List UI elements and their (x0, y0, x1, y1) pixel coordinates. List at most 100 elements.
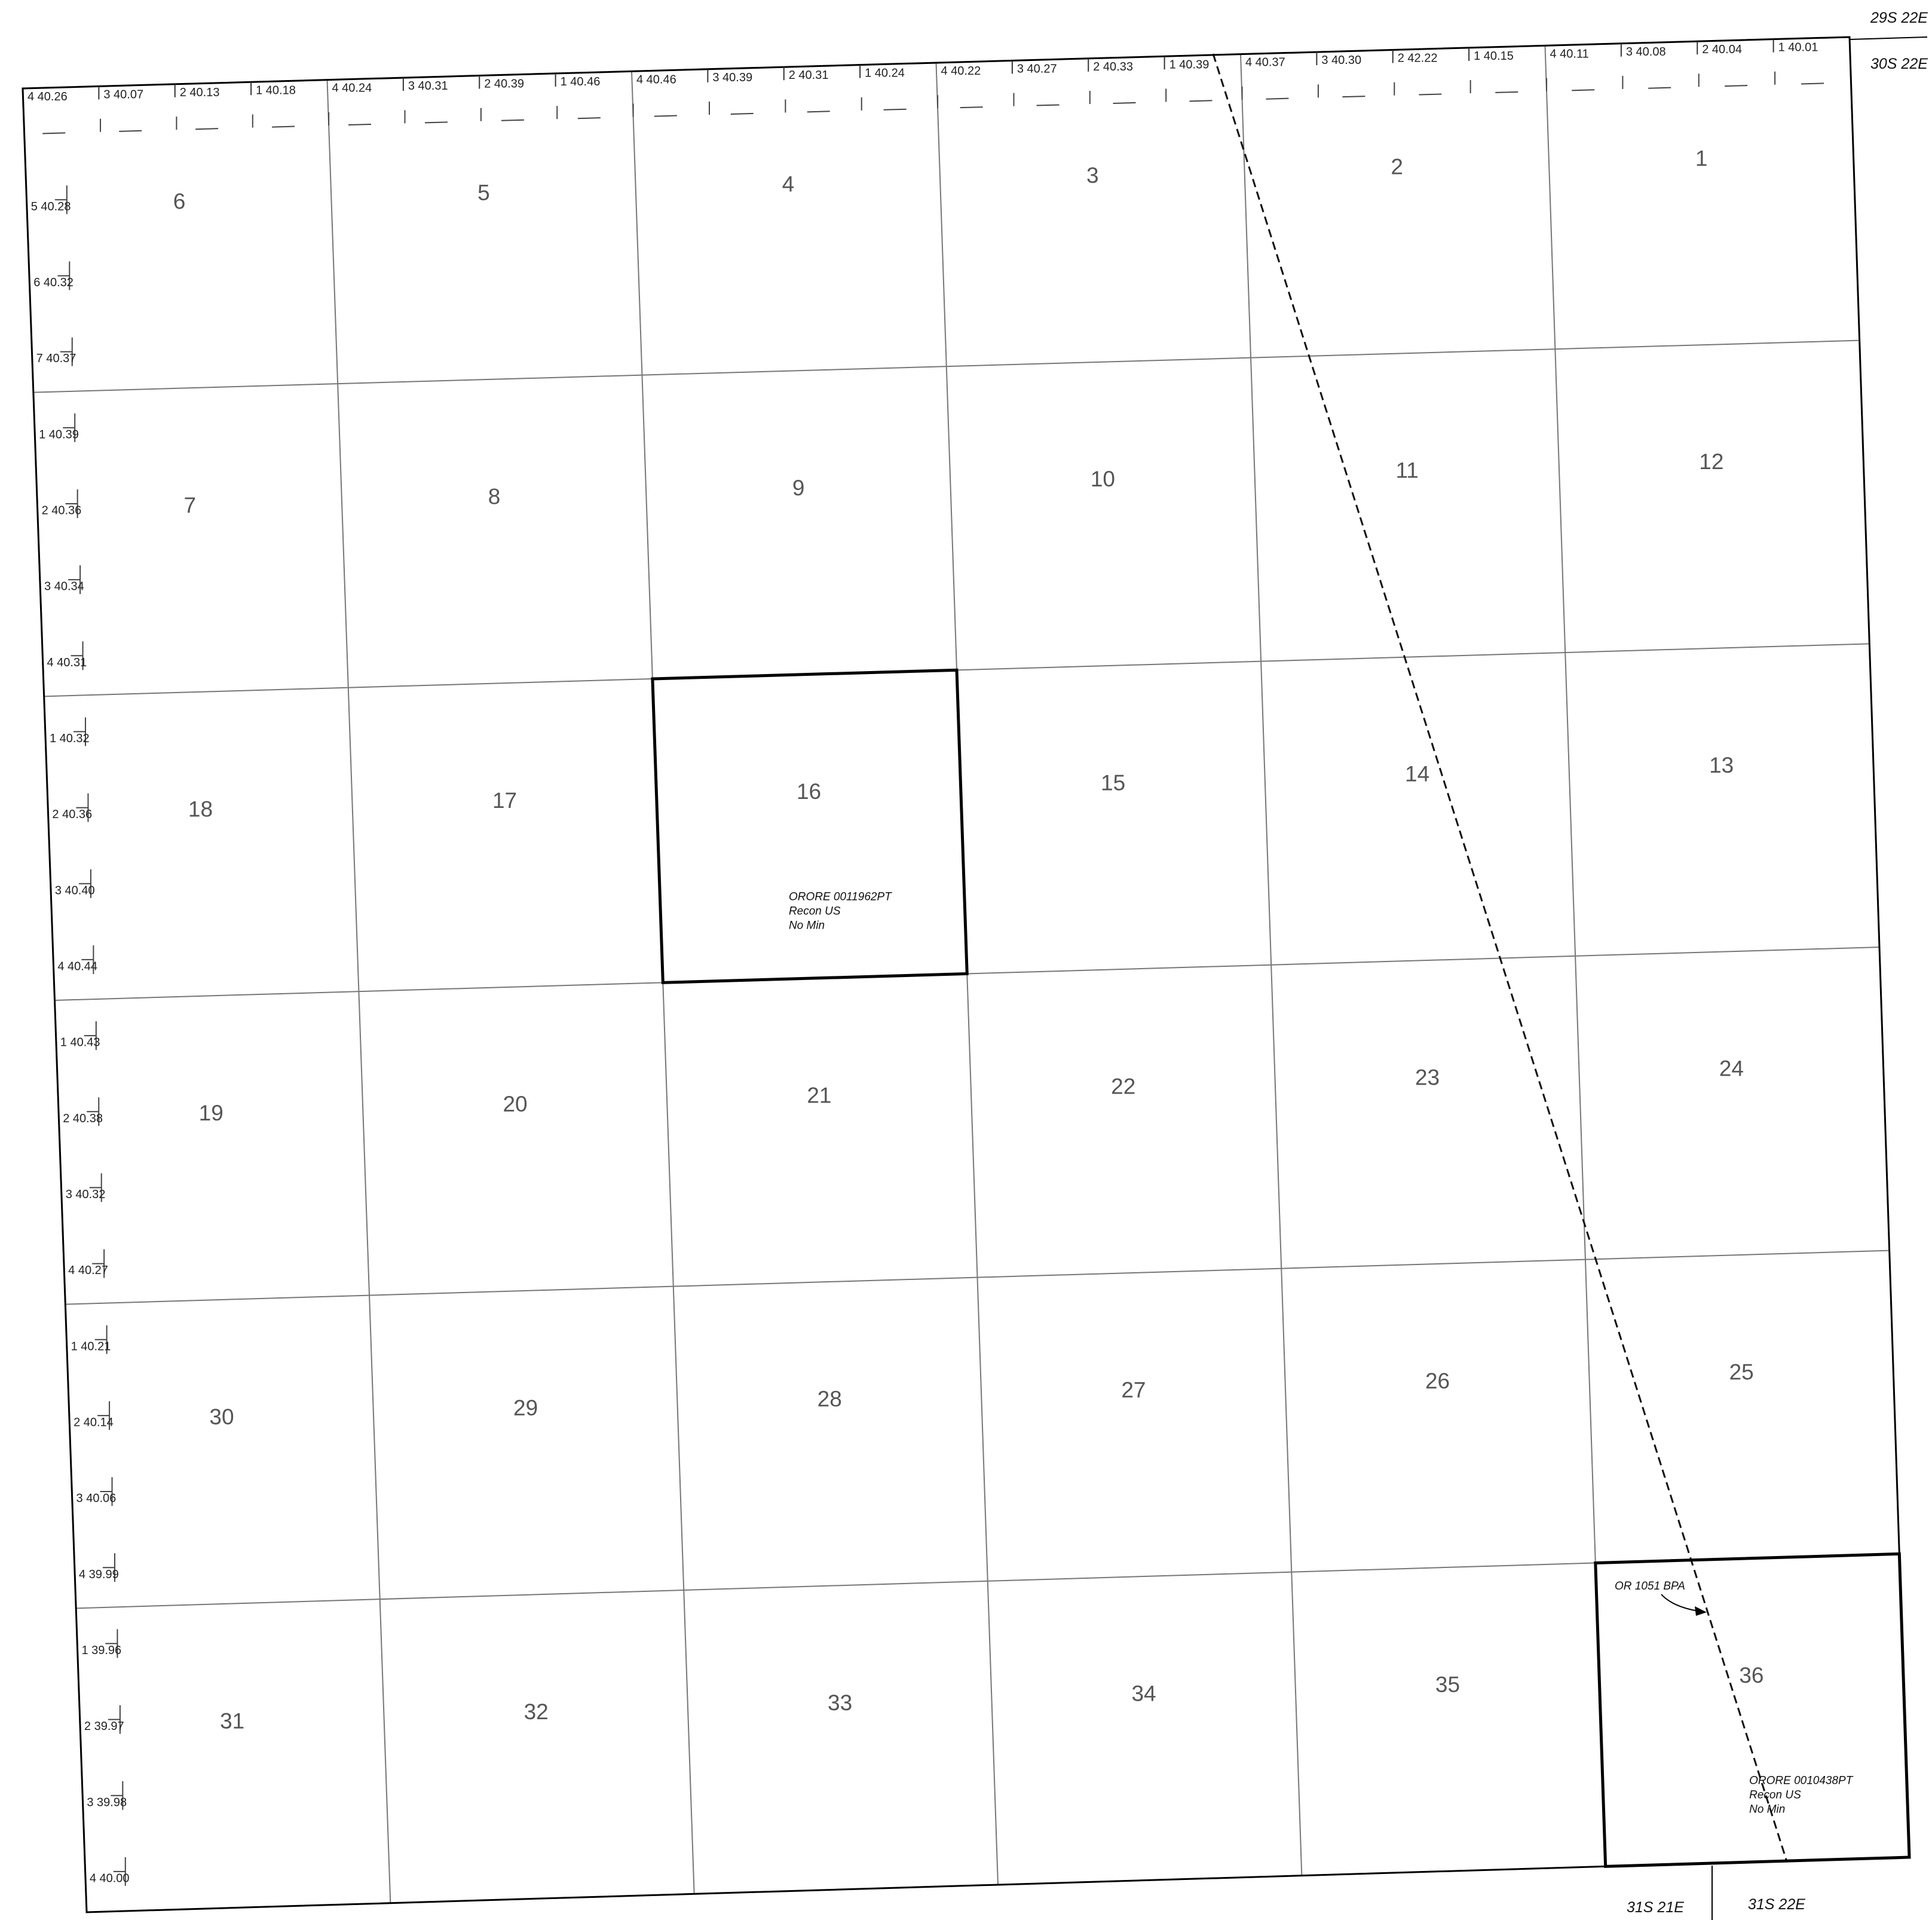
north-lot-label: 4 40.46 (636, 73, 676, 86)
north-lot-label: 1 40.18 (256, 84, 296, 97)
section-number-33: 33 (828, 1691, 852, 1715)
section-number-29: 29 (513, 1396, 538, 1420)
north-lot-label: 4 40.11 (1550, 47, 1589, 60)
section-number-13: 13 (1709, 753, 1734, 777)
parcel-note-line: ORORE 0010438PT (1749, 1774, 1854, 1787)
north-lot-label: 3 40.08 (1626, 45, 1666, 59)
township-boundary (22, 36, 1910, 1913)
section-number-30: 30 (209, 1405, 234, 1429)
section-number-32: 32 (524, 1699, 549, 1724)
west-lot-label: 2 40.38 (63, 1112, 103, 1125)
parcel-note-line: ORORE 0011962PT (789, 891, 892, 904)
north-lot-label: 1 40.15 (1474, 50, 1514, 63)
section-number-1: 1 (1695, 146, 1708, 170)
west-lot-label: 5 40.28 (31, 200, 71, 213)
west-lot-label: 3 40.06 (76, 1492, 117, 1505)
north-lot-label: 2 42.22 (1398, 52, 1438, 65)
section-number-8: 8 (488, 484, 501, 509)
section-number-15: 15 (1101, 770, 1125, 795)
bpa-line-label: OR 1051 BPA (1615, 1580, 1685, 1593)
township-outline (22, 36, 1910, 1913)
section-number-21: 21 (807, 1083, 831, 1107)
section-number-20: 20 (503, 1092, 527, 1116)
west-lot-label: 2 40.36 (52, 808, 92, 821)
north-lot-label: 2 40.13 (180, 86, 220, 99)
section-number-17: 17 (492, 788, 517, 813)
north-lot-label: 1 40.01 (1778, 41, 1818, 54)
section-number-34: 34 (1131, 1682, 1156, 1706)
north-lot-label: 3 40.07 (103, 88, 143, 101)
section-number-18: 18 (188, 797, 213, 822)
section-number-36: 36 (1739, 1663, 1763, 1688)
section-number-5: 5 (477, 180, 490, 205)
west-lot-label: 3 39.98 (87, 1796, 127, 1809)
section-number-26: 26 (1425, 1368, 1450, 1393)
north-lot-label: 4 40.24 (332, 82, 372, 95)
section-number-14: 14 (1405, 762, 1429, 786)
section-number-9: 9 (792, 476, 805, 500)
west-lot-label: 4 40.44 (57, 960, 97, 973)
section-number-25: 25 (1729, 1359, 1754, 1384)
west-lot-label: 3 40.34 (44, 580, 84, 593)
north-lot-label: 3 40.30 (1321, 54, 1361, 67)
township-label-30s-22e: 30S 22E (1870, 56, 1928, 72)
section-number-31: 31 (220, 1708, 244, 1733)
west-lot-label: 4 40.27 (68, 1264, 108, 1277)
section-number-11: 11 (1395, 458, 1418, 483)
section-number-27: 27 (1121, 1377, 1146, 1402)
west-lot-label: 1 40.39 (39, 428, 79, 441)
section-number-35: 35 (1435, 1672, 1460, 1697)
north-lot-label: 3 40.39 (712, 71, 752, 84)
west-lot-label: 6 40.32 (33, 276, 74, 289)
west-lot-label: 1 40.21 (71, 1340, 111, 1353)
section-number-23: 23 (1415, 1065, 1440, 1089)
section-number-2: 2 (1391, 155, 1403, 179)
section-number-24: 24 (1719, 1057, 1744, 1081)
section-number-12: 12 (1699, 449, 1723, 474)
west-lot-label: 1 39.96 (81, 1644, 121, 1657)
section-number-22: 22 (1111, 1074, 1135, 1098)
west-lot-label: 2 40.36 (42, 504, 82, 517)
parcel-note-line: Recon US (1749, 1789, 1801, 1801)
north-lot-label: 2 40.31 (789, 69, 829, 82)
west-lot-label: 4 40.00 (90, 1872, 130, 1885)
section-number-4: 4 (782, 172, 795, 197)
section-number-3: 3 (1086, 163, 1099, 188)
section-number-19: 19 (199, 1101, 223, 1125)
section-number-6: 6 (173, 189, 186, 213)
west-lot-ticks (54, 185, 126, 1886)
north-lot-label: 2 40.39 (484, 78, 524, 91)
west-lot-label: 4 39.99 (79, 1568, 119, 1581)
parcel-note-line: No Min (789, 920, 825, 932)
north-lot-label: 4 40.22 (941, 65, 981, 78)
west-lot-label: 2 40.14 (74, 1416, 114, 1429)
west-lot-label: 1 40.32 (50, 732, 90, 745)
section-number-28: 28 (817, 1387, 842, 1411)
parcel-note-line: Recon US (789, 905, 841, 918)
parcel-outline-section-16 (651, 668, 969, 984)
north-lot-label: 1 40.46 (561, 75, 601, 88)
north-lot-label: 3 40.27 (1017, 62, 1057, 75)
parcel-note-line: No Min (1749, 1803, 1785, 1815)
section-number-10: 10 (1091, 467, 1115, 491)
west-lot-label: 3 40.40 (55, 884, 95, 897)
west-lot-labels: 5 40.28 6 40.32 7 40.37 1 40.39 2 40.36 3 40.… (31, 200, 130, 1885)
north-lot-label: 2 40.33 (1093, 60, 1133, 74)
west-lot-label: 2 39.97 (84, 1720, 124, 1733)
section-number-7: 7 (183, 493, 196, 517)
north-lot-label: 4 40.37 (1245, 56, 1285, 69)
north-lot-label: 1 40.24 (865, 67, 905, 80)
north-lot-label: 2 40.04 (1702, 43, 1742, 56)
north-lot-label: 1 40.39 (1169, 58, 1210, 71)
township-label-29s-22e: 29S 22E (1870, 10, 1928, 26)
bpa-arrowhead-icon (1695, 1606, 1707, 1616)
west-lot-label: 1 40.43 (60, 1036, 100, 1049)
township-label-31s-22e: 31S 22E (1748, 1896, 1805, 1913)
west-lot-label: 7 40.37 (36, 352, 76, 365)
dashed-tick-line (42, 71, 1851, 134)
township-label-31s-21e: 31S 21E (1627, 1899, 1684, 1916)
north-lot-label: 4 40.26 (27, 90, 68, 103)
